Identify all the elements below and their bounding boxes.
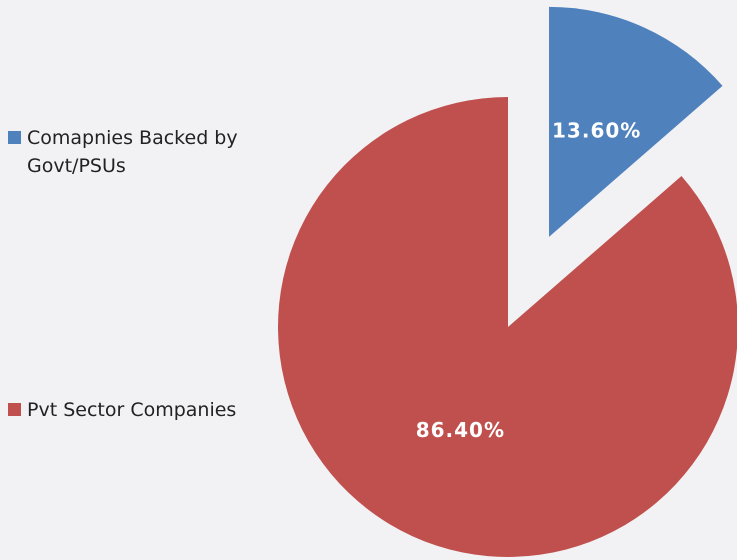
value-label: 86.40% [416, 418, 505, 442]
legend-swatch [8, 131, 21, 144]
legend-item: Comapnies Backed by Govt/PSUs [8, 124, 258, 180]
legend-item: Pvt Sector Companies [8, 396, 258, 424]
legend-label: Comapnies Backed by Govt/PSUs [27, 127, 238, 177]
value-label: 13.60% [552, 119, 641, 143]
pie-slice [549, 6, 723, 237]
legend-swatch [8, 403, 21, 416]
pie-slice [278, 97, 737, 557]
legend-label: Pvt Sector Companies [27, 399, 237, 421]
